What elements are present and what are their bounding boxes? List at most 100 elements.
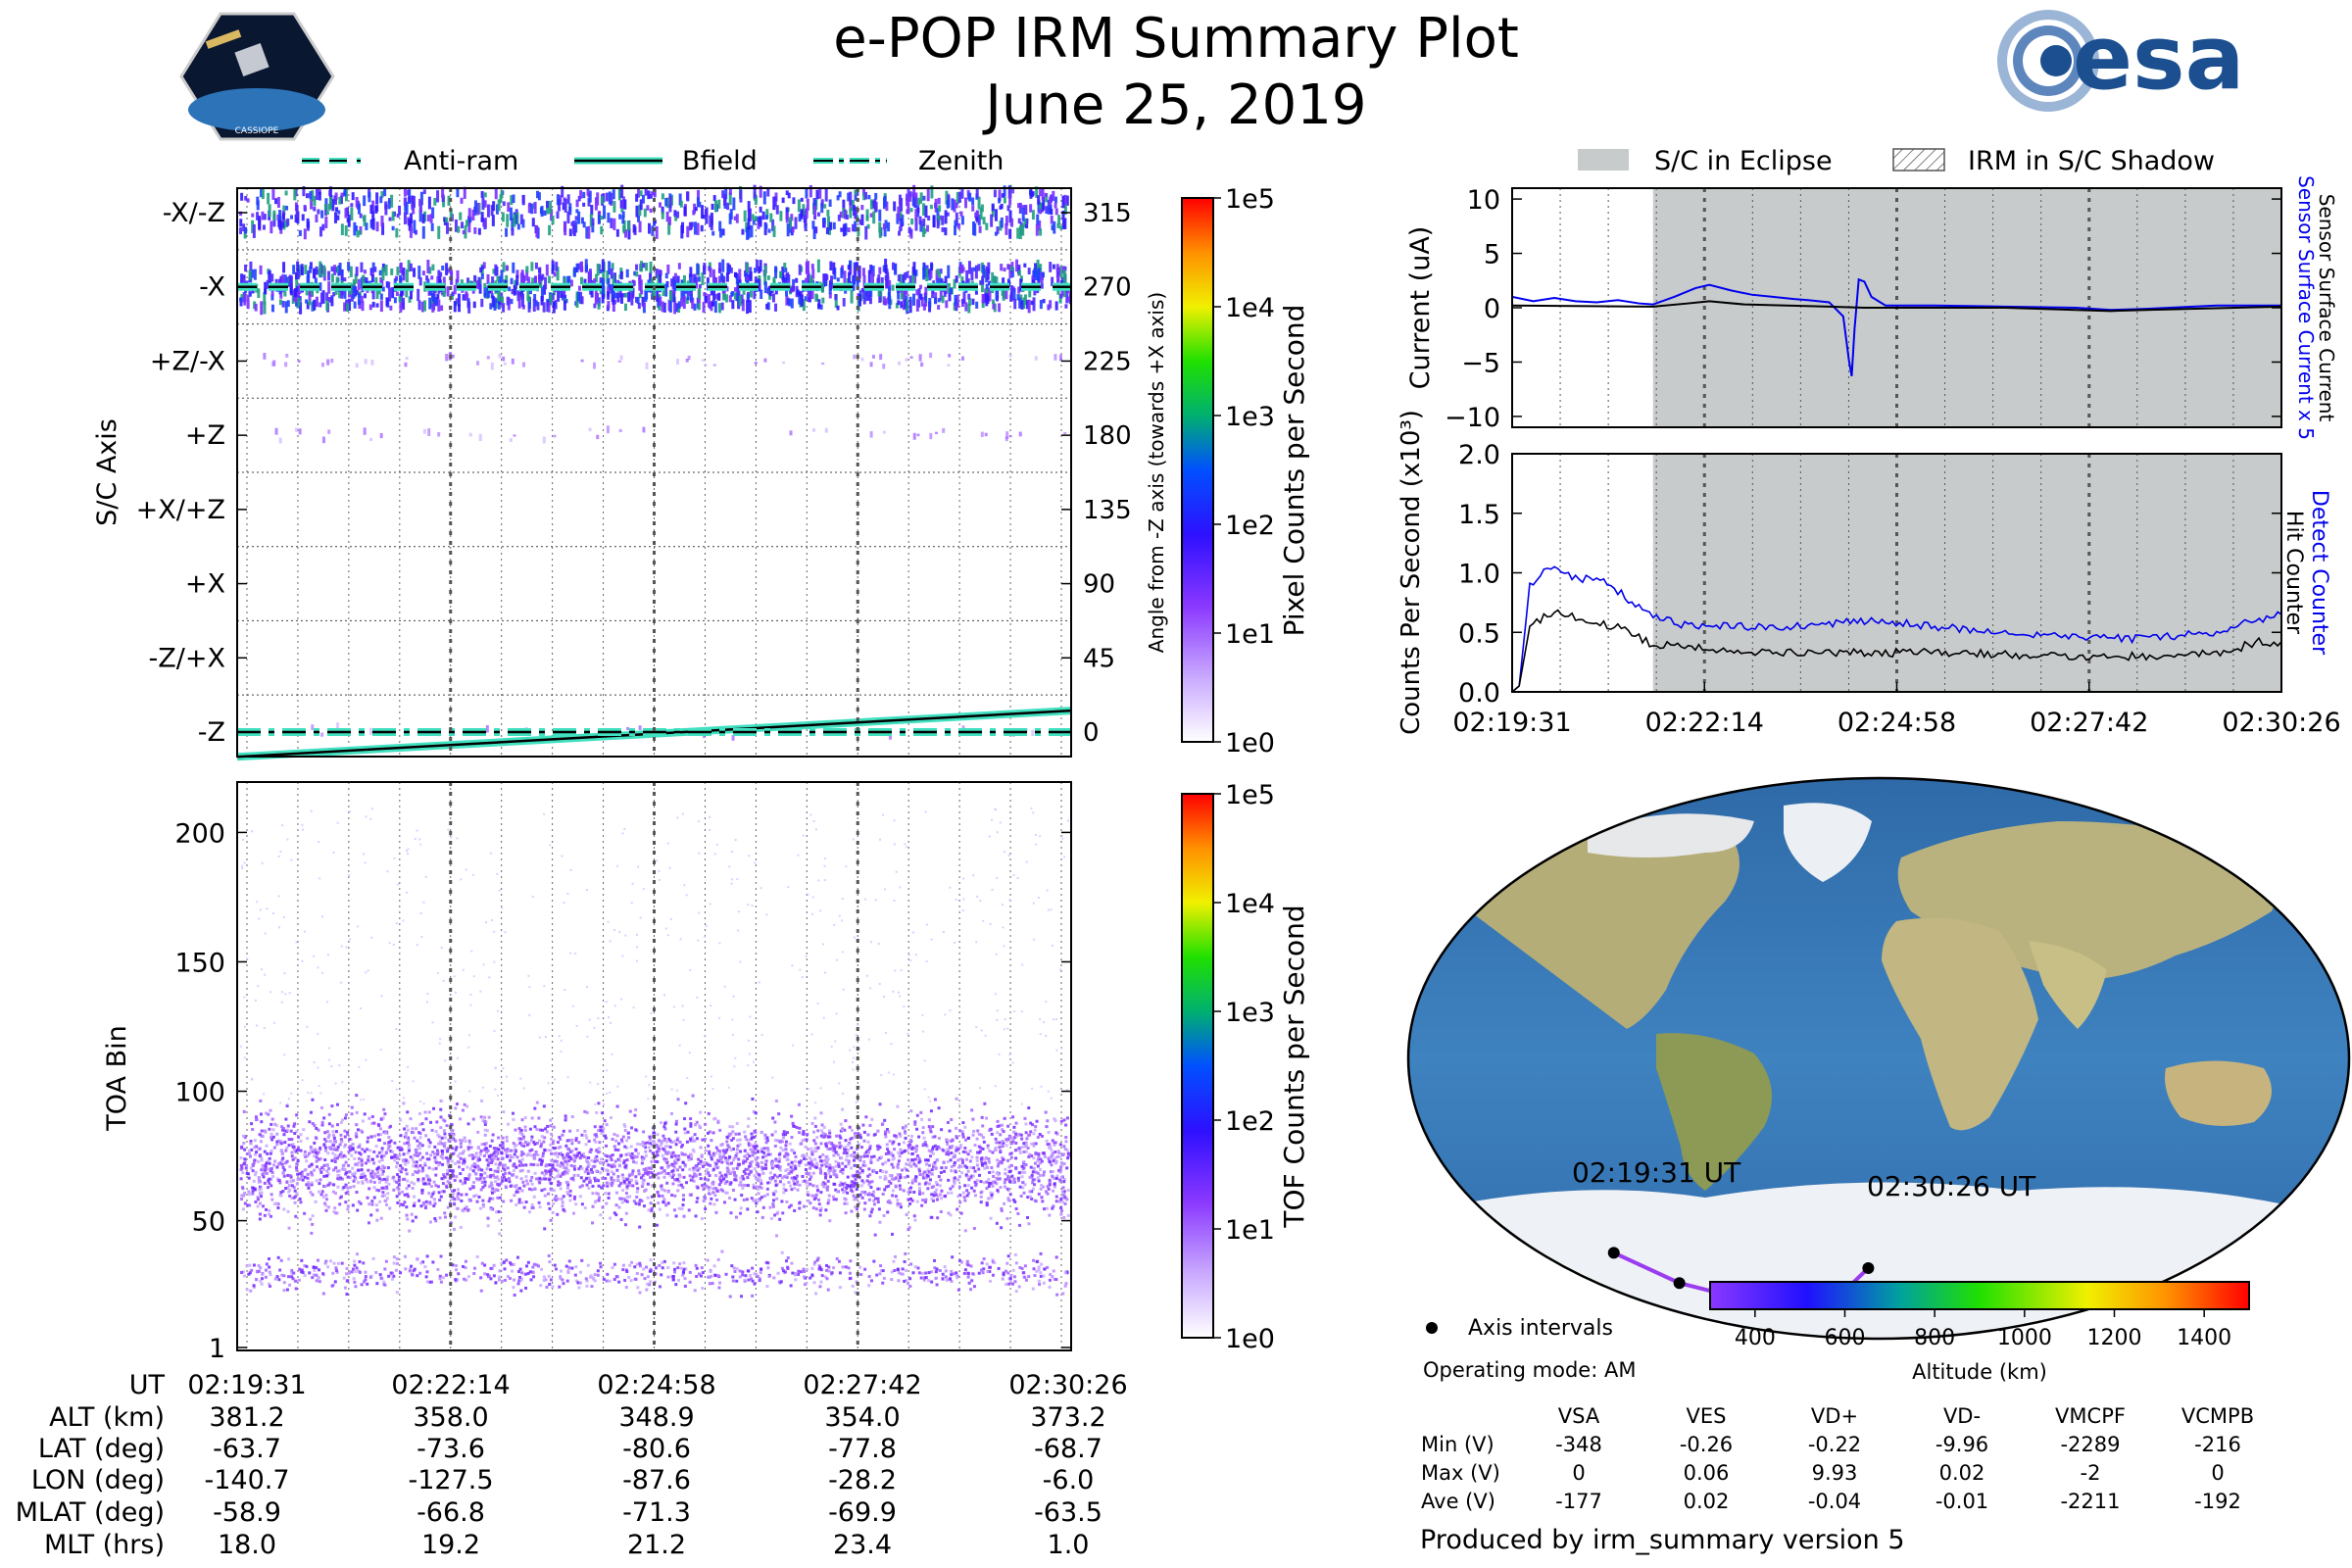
pixel-cell (768, 285, 772, 297)
pixel-cell (709, 215, 712, 227)
pixel-cell (754, 195, 758, 205)
tof-cell (439, 1115, 443, 1119)
tof-cell (745, 1198, 749, 1201)
tof-cell (697, 1157, 701, 1161)
tof-cell (280, 1158, 284, 1162)
tof-cell (923, 1200, 927, 1204)
tof-cell (332, 1210, 336, 1214)
tof-cell (883, 1132, 887, 1136)
tof-cell (965, 1165, 969, 1169)
tof-cell (676, 1098, 680, 1102)
tof-cell (959, 1211, 963, 1215)
tof-cell (545, 1130, 549, 1134)
tof-cell (506, 1148, 510, 1152)
tof-cell (943, 1194, 947, 1198)
tof-cell (397, 1178, 401, 1182)
pixel-cell (763, 358, 767, 363)
tof-cell (547, 1192, 551, 1196)
pixel-cell (955, 275, 958, 283)
tof-cell (641, 1173, 645, 1177)
tof-cell (325, 1169, 329, 1173)
pixel-cell (610, 192, 613, 204)
tof-cell (823, 1133, 827, 1137)
pixel-cell (1009, 295, 1013, 302)
tof-cell (749, 1148, 753, 1152)
tof-cell (644, 1188, 648, 1192)
tof-cell (267, 1179, 270, 1183)
tof-cell (1021, 1167, 1025, 1171)
tof-cell (611, 1153, 614, 1157)
pixel-cell (292, 265, 296, 274)
tof-cell (976, 1129, 980, 1133)
tof-cell (372, 1161, 376, 1165)
tof-cell (885, 1127, 889, 1131)
tof-cell (977, 1145, 981, 1149)
pixel-cell (627, 227, 631, 240)
pixel-cell (340, 192, 344, 198)
pixel-cell (307, 272, 311, 278)
tof-cell (1040, 1134, 1044, 1138)
tof-cell (931, 1148, 935, 1152)
pixel-cell (294, 288, 298, 298)
tof-cell (443, 1215, 447, 1219)
pixel-cell (754, 216, 758, 221)
tof-cell (673, 1194, 677, 1198)
pixel-cell (626, 726, 630, 731)
tof-cell (240, 1194, 244, 1198)
pixel-cell (315, 187, 318, 201)
pixel-cell (355, 267, 359, 276)
pixel-cell (686, 191, 690, 201)
pixel-cell (868, 297, 872, 305)
tof-cell (315, 1159, 318, 1163)
tof-cell (1024, 1150, 1028, 1153)
pixel-cell (747, 210, 751, 221)
tof-cell (722, 1152, 726, 1155)
tof-cell (909, 1158, 913, 1162)
tof-cell (315, 1179, 318, 1183)
tof-cell (724, 1175, 728, 1179)
pixel-cell (527, 204, 531, 214)
tof-cell (921, 1131, 925, 1135)
pixel-cell (692, 210, 696, 216)
tof-cell (546, 1169, 550, 1173)
tof-cell (758, 1185, 761, 1189)
pixel-cell (828, 283, 832, 294)
tof-cell (811, 1206, 815, 1210)
pixel-cell (551, 293, 555, 301)
pixel-cell (369, 437, 373, 442)
pixel-cell (1018, 297, 1022, 309)
tof-cell (891, 1194, 895, 1198)
pixel-cell (365, 277, 368, 288)
pixel-cell (783, 263, 787, 270)
colorbar-tick-label: 1e2 (1225, 511, 1275, 541)
pixel-cell (772, 225, 776, 237)
tof-cell (498, 1144, 502, 1148)
pixel-cell (862, 288, 866, 299)
pixel-cell (668, 193, 672, 199)
pixel-cell (390, 194, 394, 208)
tof-cell (568, 1150, 572, 1153)
pixel-cell (600, 215, 604, 220)
pixel-cell (490, 205, 494, 217)
pixel-cell (446, 286, 450, 297)
tof-cell (844, 1158, 848, 1162)
tof-cell (241, 1171, 245, 1175)
pixel-cell (860, 214, 864, 225)
tof-cell (808, 1201, 812, 1205)
pixel-cell (745, 271, 749, 280)
pixel-cell (619, 293, 623, 304)
tof-cell (418, 1143, 422, 1147)
pixel-cell (621, 215, 625, 224)
tof-cell (846, 1184, 850, 1188)
tof-cell (834, 1188, 838, 1192)
tof-cell (802, 1130, 806, 1134)
tof-cell (852, 1154, 856, 1158)
tof-cell (465, 1193, 468, 1197)
pixel-cell (680, 298, 684, 307)
tof-cell (1014, 1156, 1018, 1160)
pixel-cell (296, 261, 300, 271)
tof-cell (625, 1200, 629, 1203)
pixel-cell (644, 189, 648, 196)
pixel-cell (260, 301, 264, 316)
